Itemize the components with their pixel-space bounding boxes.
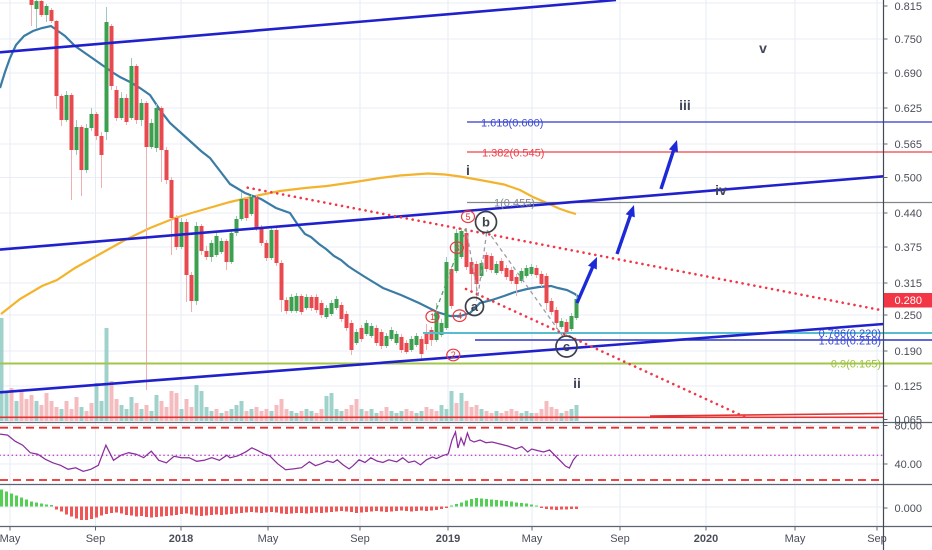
svg-text:iii: iii [679, 97, 691, 113]
svg-text:0.250: 0.250 [895, 310, 923, 322]
svg-text:0.625: 0.625 [895, 103, 923, 115]
svg-text:0.9(0.165): 0.9(0.165) [831, 359, 881, 371]
svg-text:0.500: 0.500 [895, 173, 923, 185]
svg-text:0.375: 0.375 [895, 242, 923, 254]
svg-text:2018: 2018 [169, 533, 193, 545]
svg-text:80.00: 80.00 [895, 421, 923, 433]
svg-text:1.618(0.600): 1.618(0.600) [481, 118, 543, 130]
svg-text:0.000: 0.000 [895, 503, 923, 515]
svg-text:a: a [471, 299, 479, 314]
svg-text:May: May [522, 533, 543, 545]
svg-text:3: 3 [454, 243, 459, 253]
svg-text:0.440: 0.440 [895, 208, 923, 220]
svg-text:0.315: 0.315 [895, 278, 923, 290]
svg-text:Sep: Sep [610, 533, 630, 545]
svg-text:0.065: 0.065 [895, 415, 923, 427]
svg-text:May: May [258, 533, 279, 545]
svg-text:0.750: 0.750 [895, 34, 923, 46]
svg-text:May: May [785, 533, 806, 545]
svg-text:0.125: 0.125 [895, 381, 923, 393]
svg-text:iv: iv [715, 182, 727, 198]
svg-text:0.815: 0.815 [895, 1, 923, 13]
svg-text:1.618(0.218): 1.618(0.218) [819, 336, 881, 348]
svg-text:5: 5 [465, 212, 470, 222]
svg-text:c: c [563, 339, 570, 354]
svg-text:0.786(0.220): 0.786(0.220) [819, 328, 881, 340]
svg-text:2: 2 [451, 350, 456, 360]
svg-text:v: v [759, 40, 767, 56]
svg-text:0.690: 0.690 [895, 68, 923, 80]
svg-text:ii: ii [573, 375, 581, 391]
svg-text:1: 1 [430, 312, 435, 322]
svg-text:1(0.455): 1(0.455) [494, 198, 535, 210]
svg-text:0.280: 0.280 [895, 295, 923, 307]
svg-text:i: i [466, 162, 470, 178]
svg-text:b: b [482, 215, 490, 230]
svg-text:40.00: 40.00 [895, 459, 923, 471]
svg-text:2020: 2020 [694, 533, 718, 545]
svg-text:1.382(0.545): 1.382(0.545) [482, 148, 544, 160]
svg-text:Sep: Sep [86, 533, 106, 545]
svg-text:4: 4 [457, 311, 462, 321]
svg-text:Sep: Sep [867, 533, 887, 545]
svg-text:Sep: Sep [350, 533, 370, 545]
svg-text:0.565: 0.565 [895, 139, 923, 151]
svg-text:2019: 2019 [436, 533, 460, 545]
svg-text:0.190: 0.190 [895, 346, 923, 358]
svg-text:May: May [0, 533, 21, 545]
